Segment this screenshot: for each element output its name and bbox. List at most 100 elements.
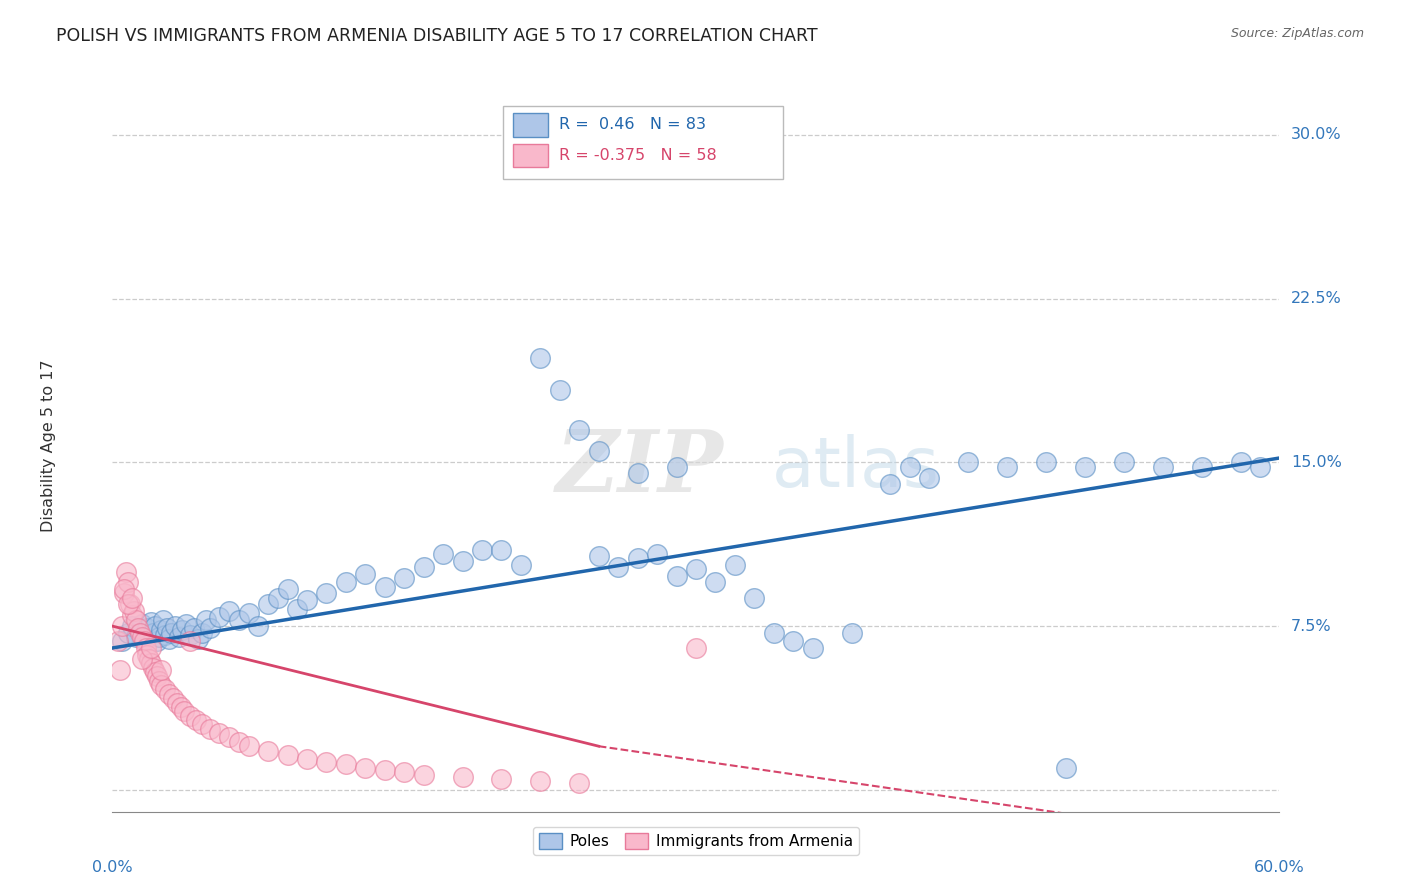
Point (136, 648, 159, 662)
Point (276, 582, 298, 596)
Point (267, 591, 290, 605)
Point (491, 772, 513, 786)
Point (276, 747, 298, 762)
Point (879, 477, 901, 491)
Point (110, 663, 132, 677)
Point (111, 634, 134, 648)
Text: 15.0%: 15.0% (1291, 455, 1341, 470)
Point (179, 634, 201, 648)
Point (121, 619, 143, 633)
Point (228, 613, 250, 627)
Point (179, 628, 201, 642)
Point (782, 634, 804, 648)
Point (208, 726, 231, 740)
Point (153, 682, 176, 697)
Point (295, 752, 318, 766)
Point (645, 547, 668, 561)
Point (529, 774, 551, 789)
Point (156, 621, 179, 635)
Point (125, 630, 148, 644)
Point (191, 625, 214, 640)
Point (724, 558, 747, 572)
Point (1035, 455, 1057, 469)
Point (121, 608, 143, 623)
Point (451, 770, 474, 784)
Point (173, 704, 195, 718)
Point (138, 628, 160, 642)
Point (187, 632, 209, 647)
Point (918, 470, 941, 484)
Point (179, 708, 201, 723)
Point (146, 669, 169, 683)
Point (491, 542, 513, 557)
Point (142, 660, 165, 674)
Legend: Poles, Immigrants from Armenia: Poles, Immigrants from Armenia (533, 827, 859, 855)
FancyBboxPatch shape (503, 106, 783, 179)
Point (394, 571, 416, 585)
Point (218, 604, 240, 618)
Point (744, 591, 766, 605)
Point (117, 597, 139, 611)
Point (762, 625, 785, 640)
Point (117, 625, 139, 640)
Point (412, 767, 434, 781)
Text: POLISH VS IMMIGRANTS FROM ARMENIA DISABILITY AGE 5 TO 17 CORRELATION CHART: POLISH VS IMMIGRANTS FROM ARMENIA DISABI… (56, 27, 818, 45)
Point (167, 630, 190, 644)
Point (228, 735, 250, 749)
Point (112, 582, 135, 596)
Point (315, 586, 337, 600)
Point (995, 459, 1018, 474)
Point (285, 601, 308, 615)
Point (163, 619, 186, 633)
Text: 0.0%: 0.0% (93, 860, 132, 875)
Point (157, 632, 180, 647)
Text: 30.0%: 30.0% (1291, 128, 1341, 143)
Point (135, 640, 157, 655)
Point (898, 459, 921, 474)
Point (150, 624, 173, 638)
Point (169, 700, 191, 714)
Point (183, 621, 205, 635)
Point (295, 593, 318, 607)
Point (128, 625, 150, 640)
Point (1229, 455, 1251, 469)
Point (665, 459, 688, 474)
Text: R =  0.46   N = 83: R = 0.46 N = 83 (560, 118, 706, 132)
Point (238, 606, 260, 620)
Point (1191, 459, 1213, 474)
Point (160, 625, 183, 640)
Point (152, 613, 174, 627)
Point (132, 634, 155, 648)
Point (354, 566, 377, 581)
Point (471, 542, 494, 557)
Point (121, 591, 143, 605)
Point (141, 657, 163, 671)
Point (432, 547, 454, 561)
Point (374, 763, 396, 777)
Point (335, 575, 357, 590)
Bar (513, 113, 548, 136)
Bar (513, 144, 548, 168)
Point (131, 616, 153, 631)
Point (588, 549, 610, 564)
Text: Source: ZipAtlas.com: Source: ZipAtlas.com (1230, 27, 1364, 40)
Point (685, 640, 707, 655)
Point (117, 575, 139, 590)
Point (315, 755, 337, 769)
Point (257, 743, 280, 757)
Point (548, 384, 571, 398)
Point (238, 739, 260, 754)
Point (131, 630, 153, 644)
Point (568, 776, 591, 790)
Point (176, 616, 198, 631)
Point (112, 586, 135, 600)
Point (627, 551, 650, 566)
Point (166, 696, 188, 710)
Text: ZIP: ZIP (555, 426, 724, 509)
Point (132, 632, 155, 647)
Point (841, 625, 863, 640)
Point (665, 569, 688, 583)
Point (172, 624, 194, 638)
Point (143, 665, 166, 679)
Point (509, 558, 531, 572)
